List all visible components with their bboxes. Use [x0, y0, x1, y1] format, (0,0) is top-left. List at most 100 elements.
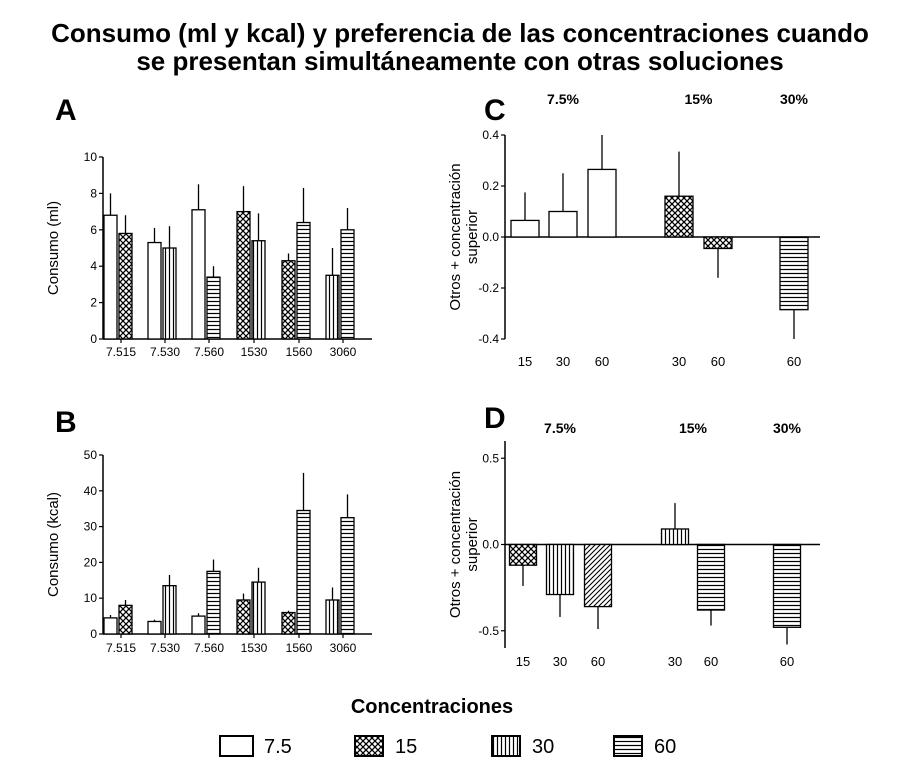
bar-1560-60: [296, 221, 311, 340]
y-tick-label: 0.0: [482, 538, 499, 552]
y-tick-label: -0.5: [478, 624, 499, 638]
bar-3060-60: [340, 517, 355, 635]
legend-swatch-7.5: [219, 735, 254, 757]
panel-A: A 0 2 4 6 8 10 Consumo (ml) 7.515 7.530 7.560 1530 1…: [45, 94, 372, 359]
bar-15-7.5: [510, 219, 540, 238]
panel-letter-D: D: [484, 402, 506, 435]
x-category-label: 30: [668, 654, 682, 669]
x-category-label: 30: [556, 354, 570, 369]
bar-30-15: [664, 195, 694, 238]
legend-label-15: 15: [395, 736, 417, 758]
group-label: 7.5%: [547, 91, 579, 107]
group-label: 7.5%: [544, 420, 576, 436]
x-tick-label: 1560: [286, 641, 313, 655]
y-tick-label: 30: [84, 520, 98, 534]
bar-7.515-7.5: [103, 617, 118, 635]
legend-label-7.5: 7.5: [264, 736, 292, 758]
x-category-label: 30: [672, 354, 686, 369]
y-tick-label: 0.2: [482, 179, 499, 193]
bar-60-60: [696, 543, 726, 611]
bar-1560-15: [281, 260, 296, 340]
y-tick-label: 0: [90, 627, 97, 641]
bar-7.530-7.5: [147, 620, 162, 635]
y-tick-label: -0.4: [478, 332, 499, 346]
y-tick-label: 10: [84, 150, 98, 164]
x-category-label: 60: [780, 654, 794, 669]
bar-1530-15: [236, 599, 251, 635]
x-tick-label: 1560: [286, 345, 313, 359]
x-tick-label: 1530: [241, 641, 268, 655]
y-axis-label-line: Otros + concentración: [447, 471, 464, 618]
x-tick-label: 1530: [241, 345, 268, 359]
y-tick-label: 0.4: [482, 128, 499, 142]
x-category-label: 60: [704, 654, 718, 669]
bar-1530-30: [251, 240, 266, 340]
bar-7.560-60: [206, 570, 221, 635]
x-category-label: 60: [595, 354, 609, 369]
x-category-label: 60: [787, 354, 801, 369]
bar-60-15: [703, 236, 733, 250]
y-tick-label: 4: [90, 259, 97, 273]
y-tick-label: -0.2: [478, 281, 499, 295]
bar-60-60: [583, 543, 613, 608]
bar-1530-30: [251, 581, 266, 635]
y-axis-label: Consumo (ml): [45, 201, 62, 295]
bar-7.515-7.5: [103, 214, 118, 340]
bar-7.530-7.5: [147, 241, 162, 340]
y-tick-label: 10: [84, 591, 98, 605]
bar-1560-15: [281, 611, 296, 635]
y-tick-label: 40: [84, 484, 98, 498]
y-tick-label: 0.5: [482, 451, 499, 465]
bar-1560-60: [296, 509, 311, 635]
y-tick-label: 50: [84, 448, 98, 462]
panel-letter-C: C: [484, 94, 506, 127]
legend: Concentraciones 7.5 15 30 60: [219, 696, 676, 758]
legend-swatch-30: [491, 735, 521, 757]
x-tick-label: 7.530: [150, 345, 180, 359]
group-label: 30%: [780, 91, 809, 107]
title-line-2: se presentan simultáneamente con otras s…: [136, 46, 783, 76]
legend-label-30: 30: [532, 736, 554, 758]
bar-7.530-30: [162, 585, 177, 635]
y-tick-label: 8: [90, 186, 97, 200]
bar-15-15: [508, 543, 538, 566]
x-category-label: 60: [711, 354, 725, 369]
legend-swatch-15: [354, 735, 384, 757]
bar-3060-30: [325, 599, 340, 635]
bar-7.560-7.5: [191, 615, 206, 635]
y-tick-label: 6: [90, 223, 97, 237]
y-axis-label: Otros + concentraciónsuperior: [447, 471, 481, 618]
panel-letter-A: A: [55, 94, 77, 127]
panel-letter-B: B: [55, 406, 77, 439]
x-tick-label: 7.515: [106, 641, 136, 655]
x-tick-label: 7.560: [194, 345, 224, 359]
group-label: 15%: [679, 420, 708, 436]
group-label: 30%: [773, 420, 802, 436]
bar-3060-30: [325, 274, 340, 340]
bar-3060-60: [340, 229, 355, 340]
x-tick-label: 3060: [330, 345, 357, 359]
y-tick-label: 20: [84, 555, 98, 569]
y-axis-label-line: superior: [464, 517, 481, 571]
y-tick-label: 0: [90, 332, 97, 346]
bar-30-30: [660, 528, 690, 546]
legend-label-60: 60: [654, 736, 676, 758]
group-label: 15%: [684, 91, 713, 107]
x-category-label: 15: [518, 354, 532, 369]
y-axis-label-line: superior: [464, 210, 481, 264]
panel-B: B 0 10 20 30 40 50 Consumo (kcal) 7.515 7.530 7.56…: [45, 406, 372, 655]
bar-7.515-15: [118, 232, 133, 340]
y-axis-label-line: Otros + concentración: [447, 163, 464, 310]
y-tick-label: 2: [90, 296, 97, 310]
y-axis-label: Consumo (kcal): [45, 492, 62, 597]
bar-7.515-15: [118, 604, 133, 635]
y-tick-label: 0.0: [482, 230, 499, 244]
bar-1530-15: [236, 210, 251, 340]
x-tick-label: 3060: [330, 641, 357, 655]
bar-7.530-30: [162, 247, 177, 340]
x-category-label: 15: [516, 654, 530, 669]
